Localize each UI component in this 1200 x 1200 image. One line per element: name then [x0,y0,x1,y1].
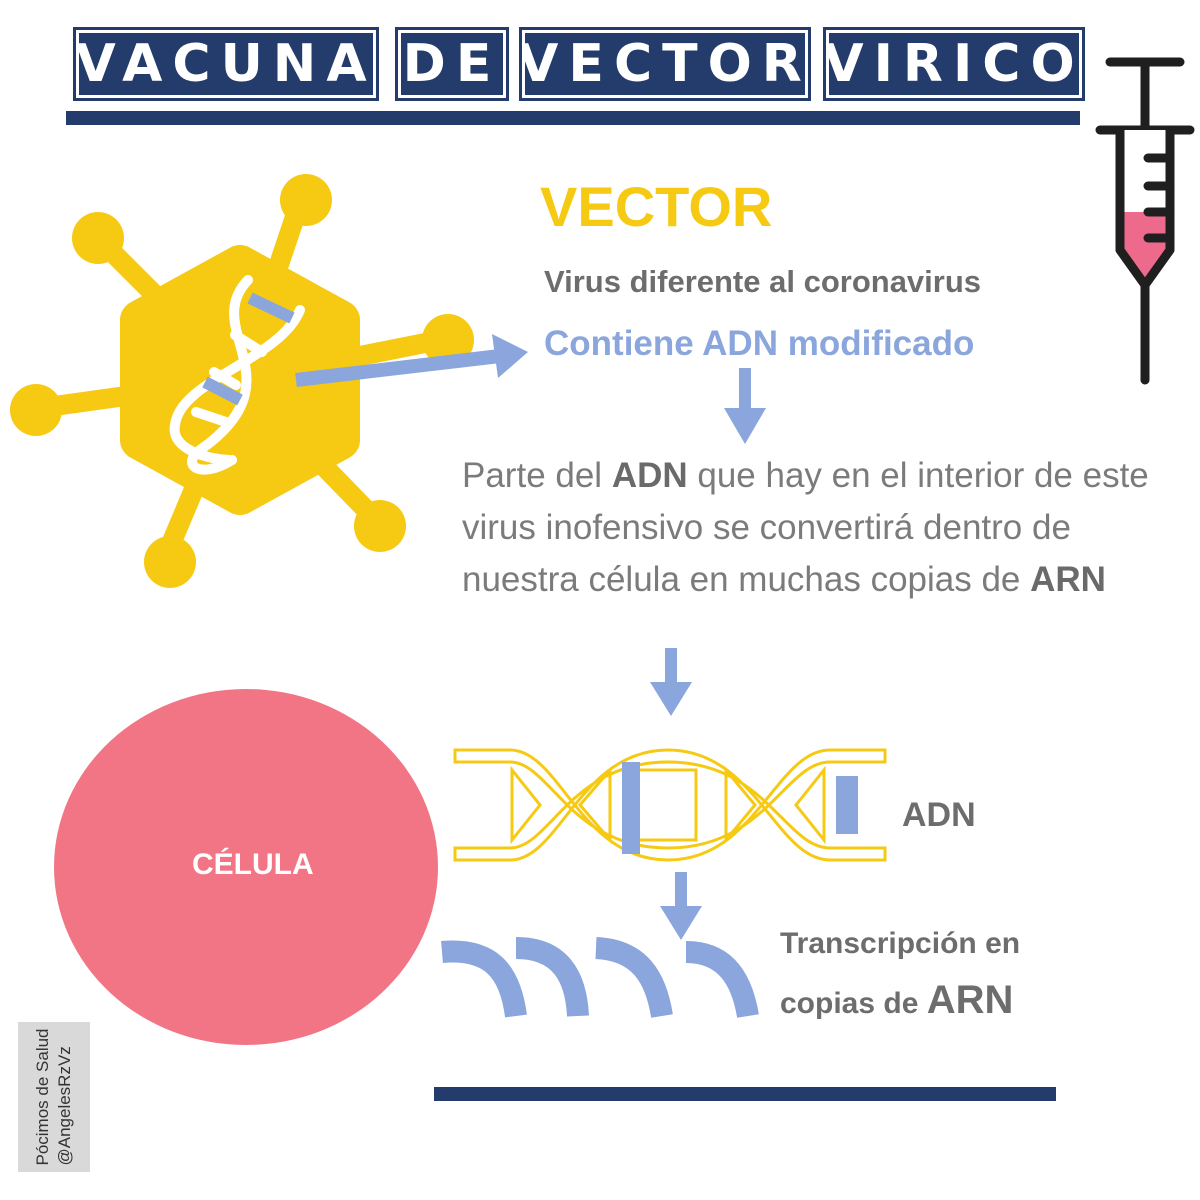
bottom-divider [434,1087,1056,1101]
dna-strand-icon [453,748,887,862]
title-word-vector: VECTOR [518,27,811,101]
cell-label: CÉLULA [192,848,314,881]
explanation-paragraph: Parte del ADN que hay en el interior de … [462,450,1162,606]
vector-heading: VECTOR [540,175,773,238]
paragraph-text-1: Parte del [462,456,612,495]
syringe-icon [1095,57,1195,385]
dna-note: Contiene ADN modificado [544,324,975,363]
transcription-line-2: copias de ARN [780,972,1020,1032]
credit-box: Pócimos de Salud @AngelesRzVz [18,1022,90,1172]
rna-strands-icon [441,937,759,1019]
arrow-virus-to-dna-note [295,334,528,387]
credit-line-2: @AngelesRzVz [55,1046,74,1166]
title-word-de: DE [395,27,509,101]
transcription-prefix: copias de [780,987,927,1020]
arrow-down-2 [650,648,692,716]
arrow-down-1 [724,368,766,444]
paragraph-bold-adn: ADN [611,456,688,495]
adn-label: ADN [902,796,976,834]
paragraph-text-2: que hay en el interior de este virus ino… [462,456,1149,599]
transcription-text: Transcripción en copias de ARN [780,916,1020,1032]
credit-line-1: Pócimos de Salud [33,1028,52,1166]
vector-subtitle: Virus diferente al coronavirus [544,264,982,299]
paragraph-bold-arn: ARN [1030,560,1106,599]
transcription-line-1: Transcripción en [780,927,1021,960]
transcription-arn: ARN [926,978,1014,1022]
virus-icon [10,174,474,588]
title-underline [66,111,1080,125]
title-word-vacuna: VACUNA [73,27,379,101]
cell-circle [54,689,438,1045]
arrow-down-3 [660,872,702,940]
title-word-virico: VIRICO [823,27,1085,101]
credit-text: Pócimos de Salud @AngelesRzVz [32,1028,76,1165]
